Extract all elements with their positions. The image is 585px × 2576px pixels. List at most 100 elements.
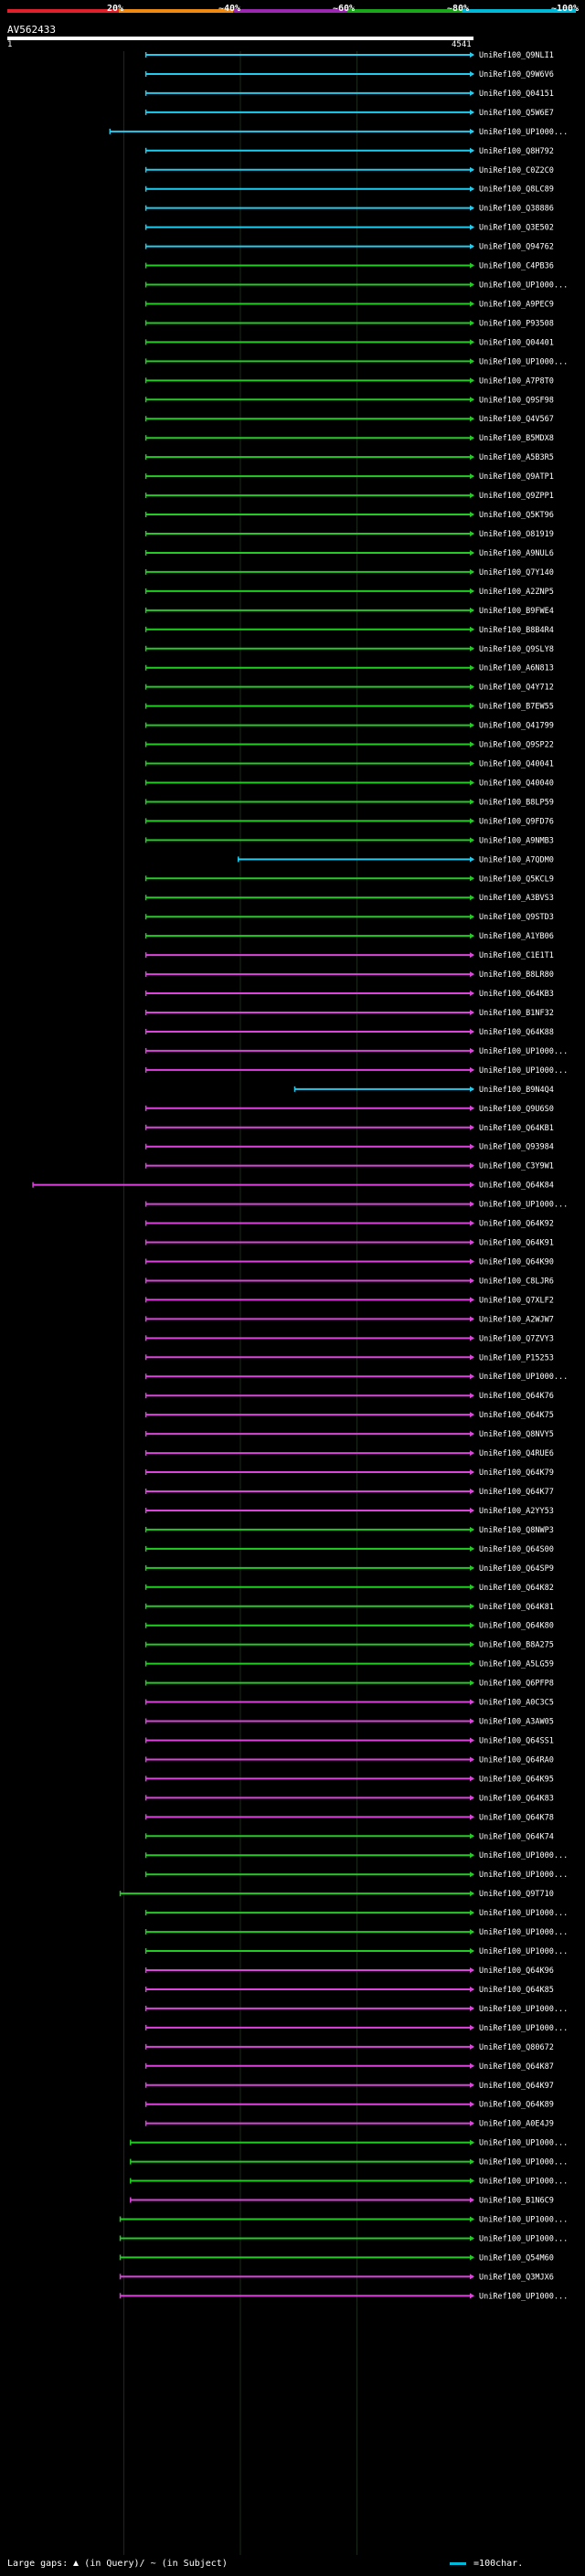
- hit-arrow-99: [470, 1948, 474, 1955]
- alignment-plot: UniRef100_Q9NLI1 UniRef100_Q9W6V6 UniRef10…: [32, 51, 568, 2555]
- hit-label-59: UniRef100_Q64K84: [479, 1182, 554, 1191]
- hit-label-115: UniRef100_Q54M60: [479, 2253, 554, 2263]
- hit-label-51: UniRef100_Q64K88: [479, 1028, 554, 1037]
- hit-arrow-25: [470, 531, 474, 536]
- hit-label-20: UniRef100_B5MDX8: [479, 434, 554, 443]
- hit-arrow-116: [470, 2274, 474, 2280]
- hit-label-67: UniRef100_Q7ZVY3: [479, 1334, 554, 1343]
- hit-arrow-38: [470, 779, 474, 786]
- hit-arrow-111: [470, 2178, 474, 2184]
- hit-label-8: UniRef100_Q38886: [479, 205, 554, 214]
- hit-label-108: UniRef100_A0E4J9: [479, 2120, 554, 2129]
- hit-arrow-4: [470, 128, 474, 134]
- hit-arrow-88: [470, 1737, 474, 1744]
- hit-arrow-84: [470, 1660, 474, 1667]
- hit-label-106: UniRef100_Q64K97: [479, 2082, 554, 2091]
- hit-label-11: UniRef100_C4PB36: [479, 262, 554, 271]
- hit-arrow-18: [470, 397, 474, 403]
- legend-tick-80: ~80%: [446, 4, 470, 14]
- hit-arrow-2: [470, 90, 474, 96]
- hit-label-19: UniRef100_Q4V567: [479, 415, 554, 424]
- hit-label-25: UniRef100_O81919: [479, 530, 554, 539]
- hit-label-103: UniRef100_UP1000...: [479, 2024, 568, 2033]
- hit-arrow-12: [470, 281, 474, 288]
- hit-label-84: UniRef100_A5LG59: [479, 1660, 554, 1670]
- hit-label-31: UniRef100_Q9SLY8: [479, 645, 554, 654]
- hit-label-88: UniRef100_Q64SS1: [479, 1736, 554, 1745]
- legend-tick-100: ~100%: [550, 4, 580, 14]
- hit-arrow-100: [470, 1967, 474, 1973]
- hit-arrow-31: [470, 645, 474, 652]
- hit-arrow-55: [470, 1105, 474, 1111]
- hit-arrow-83: [470, 1641, 474, 1648]
- hit-label-12: UniRef100_UP1000...: [479, 281, 568, 291]
- hit-label-95: UniRef100_UP1000...: [479, 1871, 568, 1880]
- hit-arrow-61: [470, 1220, 474, 1226]
- hit-label-17: UniRef100_A7P8T0: [479, 376, 554, 386]
- hit-label-117: UniRef100_UP1000...: [479, 2292, 568, 2301]
- hit-label-111: UniRef100_UP1000...: [479, 2178, 568, 2187]
- hit-arrow-39: [470, 799, 474, 805]
- hit-label-58: UniRef100_C3Y9W1: [479, 1162, 554, 1171]
- hit-label-72: UniRef100_Q8NVY5: [479, 1430, 554, 1439]
- hit-label-74: UniRef100_Q64K79: [479, 1468, 554, 1478]
- hit-label-56: UniRef100_Q64KB1: [479, 1124, 554, 1133]
- hit-label-66: UniRef100_A2WJW7: [479, 1315, 554, 1324]
- hit-label-91: UniRef100_Q64K83: [479, 1794, 554, 1803]
- hit-arrow-105: [470, 2062, 474, 2069]
- hit-label-49: UniRef100_Q64KB3: [479, 990, 554, 999]
- legend-seg-green: [347, 9, 462, 13]
- hit-label-65: UniRef100_Q7XLF2: [479, 1296, 554, 1305]
- hit-arrow-36: [470, 741, 474, 747]
- hit-arrow-108: [470, 2120, 474, 2126]
- hit-label-71: UniRef100_Q64K75: [479, 1411, 554, 1420]
- hit-arrow-93: [470, 1833, 474, 1839]
- query-end: 4541: [452, 40, 472, 49]
- hit-arrow-42: [470, 856, 474, 863]
- hit-label-13: UniRef100_A9PEC9: [479, 300, 554, 309]
- hit-arrow-67: [470, 1335, 474, 1341]
- hit-arrow-64: [470, 1277, 474, 1284]
- hit-arrow-30: [470, 626, 474, 632]
- hit-label-28: UniRef100_A2ZNP5: [479, 588, 554, 597]
- hit-label-85: UniRef100_Q6PFP8: [479, 1680, 554, 1689]
- hit-arrow-5: [470, 147, 474, 154]
- hit-arrow-17: [470, 377, 474, 384]
- hit-label-105: UniRef100_Q64K87: [479, 2062, 554, 2072]
- hit-arrow-104: [470, 2043, 474, 2050]
- hit-label-83: UniRef100_B8A275: [479, 1641, 554, 1650]
- hit-label-94: UniRef100_UP1000...: [479, 1851, 568, 1860]
- hit-label-10: UniRef100_Q94762: [479, 243, 554, 252]
- hit-arrow-26: [470, 549, 474, 556]
- hit-arrow-75: [470, 1489, 474, 1494]
- hit-label-116: UniRef100_Q3MJX6: [479, 2273, 554, 2282]
- hit-arrow-69: [470, 1373, 474, 1380]
- hit-label-69: UniRef100_UP1000...: [479, 1373, 568, 1382]
- hit-label-93: UniRef100_Q64K74: [479, 1832, 554, 1841]
- hit-label-57: UniRef100_Q93984: [479, 1143, 554, 1152]
- hit-arrow-74: [470, 1469, 474, 1476]
- hit-arrow-16: [470, 358, 474, 365]
- hit-arrow-37: [470, 760, 474, 767]
- hit-arrow-14: [470, 320, 474, 326]
- hit-arrow-65: [470, 1297, 474, 1303]
- hit-arrow-77: [470, 1526, 474, 1532]
- hit-arrow-49: [470, 991, 474, 997]
- hit-label-79: UniRef100_Q64SP9: [479, 1564, 554, 1574]
- hit-arrow-46: [470, 933, 474, 939]
- hit-arrow-103: [470, 2024, 474, 2030]
- hit-label-96: UniRef100_Q9T710: [479, 1890, 554, 1899]
- hit-label-50: UniRef100_B1NF32: [479, 1009, 554, 1018]
- hit-arrow-15: [470, 339, 474, 345]
- hit-label-62: UniRef100_Q64K91: [479, 1239, 554, 1248]
- hit-label-76: UniRef100_A2YY53: [479, 1507, 554, 1516]
- legend-seg-orange: [119, 9, 233, 13]
- hit-arrow-23: [470, 493, 474, 499]
- hit-arrow-34: [470, 703, 474, 709]
- hit-label-37: UniRef100_Q40041: [479, 760, 554, 769]
- hit-arrow-115: [470, 2254, 474, 2261]
- hit-arrow-78: [470, 1545, 474, 1552]
- hit-label-61: UniRef100_Q64K92: [479, 1220, 554, 1229]
- hit-arrow-56: [470, 1124, 474, 1130]
- hit-label-16: UniRef100_UP1000...: [479, 357, 568, 366]
